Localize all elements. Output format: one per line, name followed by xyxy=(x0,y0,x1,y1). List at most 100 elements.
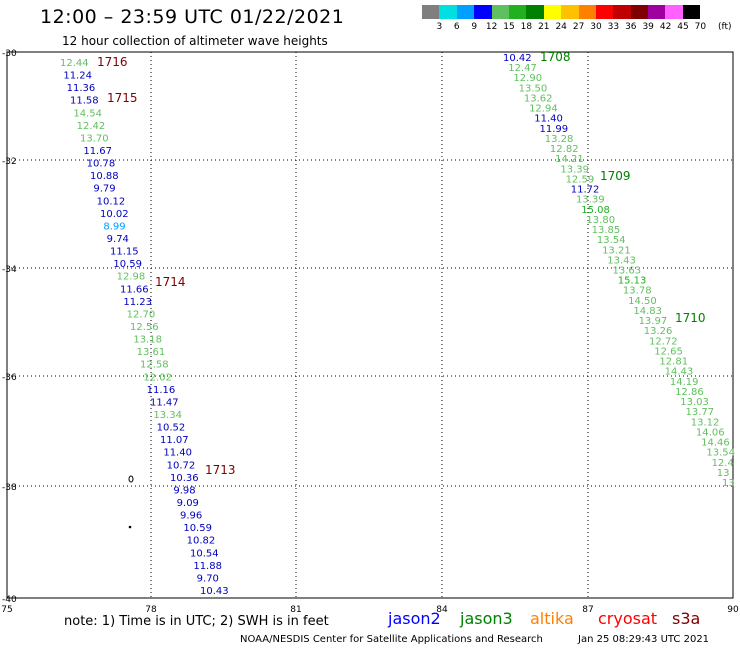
swh-value-left-track: 11.36 xyxy=(67,83,96,94)
swh-value-right-track: 13.28 xyxy=(545,134,574,145)
swh-value-left-track: 13.18 xyxy=(133,335,162,346)
pass-number-label: 1708 xyxy=(540,50,571,64)
swh-value-right-track: 13.54 xyxy=(597,235,626,246)
swh-value-left-track: 10.78 xyxy=(87,159,116,170)
color-legend-swatch xyxy=(439,5,457,19)
swh-value-left-track: 13.61 xyxy=(137,347,166,358)
latitude-label: -32 xyxy=(2,157,17,167)
color-legend-label: 36 xyxy=(625,22,637,32)
swh-value-left-track: 12.02 xyxy=(143,372,172,383)
longitude-label: 87 xyxy=(582,605,593,615)
swh-value-left-track: 12.42 xyxy=(77,121,106,132)
color-legend-label: 30 xyxy=(590,22,602,32)
swh-value-right-track: 13 xyxy=(722,478,735,489)
swh-value-right-track: 13.43 xyxy=(607,255,636,266)
color-legend-swatch xyxy=(630,5,649,19)
swh-value-right-track: 13.03 xyxy=(680,397,709,408)
swh-value-right-track: 11.40 xyxy=(534,114,563,125)
color-legend-swatch xyxy=(543,5,562,19)
swh-value-right-track: 13.39 xyxy=(576,195,605,206)
swh-value-right-track: 13.85 xyxy=(592,225,621,236)
color-legend-label: 27 xyxy=(572,22,585,32)
swh-value-right-track: 12.90 xyxy=(513,73,542,84)
pass-number-label: 1716 xyxy=(97,55,128,69)
generated-timestamp: Jan 25 08:29:43 UTC 2021 xyxy=(578,634,710,645)
swh-value-right-track: 14.21 xyxy=(555,154,584,165)
swh-value-right-track: 12.82 xyxy=(550,144,579,155)
color-legend-swatch xyxy=(613,5,631,19)
pass-number-label: 1710 xyxy=(675,311,706,325)
swh-value-left-track: 11.15 xyxy=(110,247,139,258)
swh-value-right-track: 14.43 xyxy=(665,367,694,378)
swh-value-left-track: 10.59 xyxy=(113,259,142,270)
color-legend-label: 39 xyxy=(642,22,654,32)
satellite-legend-item: jason2 xyxy=(388,609,441,628)
color-legend-swatch xyxy=(578,5,596,19)
color-legend-swatch xyxy=(491,5,509,19)
swh-value-left-track: 11.88 xyxy=(193,561,222,572)
swh-value-left-track: 10.54 xyxy=(190,548,219,559)
swh-value-left-track: 10.52 xyxy=(157,423,186,434)
color-legend-label: 21 xyxy=(538,22,550,32)
swh-value-right-track: 15.13 xyxy=(618,276,647,287)
pass-number-label: 1714 xyxy=(155,275,186,289)
swh-value-right-track: 14.50 xyxy=(628,296,657,307)
swh-value-left-track: 10.88 xyxy=(90,171,119,182)
pass-number-label: 1709 xyxy=(600,169,631,183)
satellite-legend-item: s3a xyxy=(672,609,701,628)
swh-value-left-track: 11.66 xyxy=(120,284,149,295)
swh-value-right-track: 12.47 xyxy=(508,63,537,74)
swh-value-left-track: 9.96 xyxy=(180,511,202,522)
swh-value-left-track: 9.74 xyxy=(107,234,129,245)
satellite-legend-item: cryosat xyxy=(598,609,658,628)
color-legend-label: 12 xyxy=(485,22,498,32)
swh-value-left-track: 12.56 xyxy=(130,322,159,333)
longitude-label: 90 xyxy=(727,605,739,615)
swh-value-left-track: 9.98 xyxy=(173,485,195,496)
swh-value-right-track: 13.39 xyxy=(560,164,589,175)
swh-value-left-track: 12.44 xyxy=(60,58,89,69)
satellite-legend-item: jason3 xyxy=(460,609,513,628)
swh-value-right-track: 14.46 xyxy=(701,438,730,449)
swh-value-left-track: 10.82 xyxy=(187,536,216,547)
satellite-legend-item: altika xyxy=(530,609,574,628)
credit-line: NOAA/NESDIS Center for Satellite Applica… xyxy=(240,634,543,645)
longitude-label: 75 xyxy=(1,605,12,615)
swh-value-right-track: 14.06 xyxy=(696,427,725,438)
color-legend-swatch xyxy=(561,5,579,19)
island-marker xyxy=(128,475,134,483)
color-legend-swatch xyxy=(665,5,683,19)
color-legend-swatch xyxy=(422,5,440,19)
map-frame xyxy=(6,51,734,599)
island-marker xyxy=(128,525,132,529)
swh-value-left-track: 10.12 xyxy=(97,196,126,207)
footer-note: note: 1) Time is in UTC; 2) SWH is in fe… xyxy=(64,614,329,629)
swh-value-right-track: 13 xyxy=(717,468,730,479)
color-legend-label: 6 xyxy=(453,22,460,32)
swh-value-left-track: 13.70 xyxy=(80,133,109,144)
color-legend-swatch xyxy=(682,5,701,19)
color-legend-swatch xyxy=(456,5,475,19)
swh-value-left-track: 11.47 xyxy=(150,397,179,408)
color-legend xyxy=(422,5,701,19)
swh-value-right-track: 12.65 xyxy=(654,346,683,357)
swh-value-right-track: 12.59 xyxy=(566,174,595,185)
color-legend-swatch xyxy=(508,5,527,19)
swh-value-left-track: 10.43 xyxy=(200,586,229,597)
latitude-label: -40 xyxy=(2,595,17,605)
latitude-label: -36 xyxy=(2,373,17,383)
swh-value-left-track: 11.67 xyxy=(83,146,112,157)
swh-value-left-track: 13.34 xyxy=(153,410,182,421)
swh-value-right-track: 13.80 xyxy=(586,215,615,226)
color-legend-label: 18 xyxy=(520,22,533,32)
swh-value-left-track: 11.07 xyxy=(160,435,189,446)
swh-value-right-track: 12.94 xyxy=(529,104,558,115)
swh-value-left-track: 11.58 xyxy=(70,96,99,107)
swh-value-right-track: 12.4 xyxy=(712,458,734,469)
pass-number-label: 1713 xyxy=(205,463,236,477)
swh-value-right-track: 13.21 xyxy=(602,245,631,256)
swh-value-left-track: 11.24 xyxy=(63,71,92,82)
swh-value-right-track: 12.81 xyxy=(659,357,688,368)
color-legend-label: 24 xyxy=(555,22,567,32)
